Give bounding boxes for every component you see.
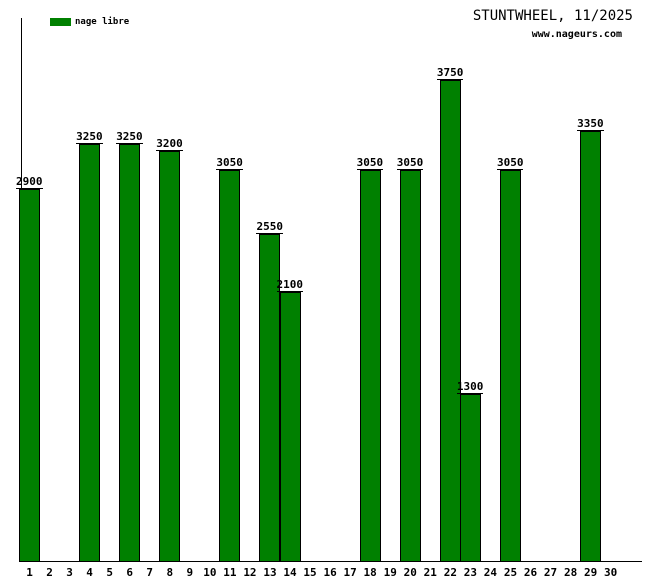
x-tick-label: 3 [66, 566, 73, 579]
bar-day-23 [459, 394, 481, 562]
bar-value-label: 3350 [577, 117, 604, 131]
x-tick-label: 27 [543, 566, 558, 579]
x-tick-label: 24 [483, 566, 498, 579]
bar-day-6 [119, 144, 141, 562]
x-tick-label: 26 [523, 566, 538, 579]
x-tick-label: 20 [403, 566, 417, 579]
x-tick-label: 8 [166, 566, 174, 579]
x-tick-label: 29 [583, 566, 598, 579]
x-tick-label: 6 [126, 566, 133, 579]
bar-day-11 [219, 170, 241, 562]
chart-title: STUNTWHEEL, 11/2025 [472, 8, 633, 24]
bar-value-label: 3050 [356, 156, 384, 170]
x-tick-label: 25 [503, 566, 518, 579]
x-tick-label: 10 [203, 566, 217, 579]
bar-day-29 [580, 131, 602, 562]
x-tick-label: 7 [146, 566, 154, 579]
x-tick-label: 9 [186, 566, 194, 579]
bar-day-18 [359, 170, 381, 562]
bar-day-25 [499, 170, 521, 562]
bar-value-label: 3250 [76, 130, 103, 144]
x-tick-label: 14 [283, 566, 297, 579]
x-tick-label: 30 [604, 566, 618, 579]
legend-label: nage libre [75, 17, 130, 27]
x-tick-label: 1 [26, 566, 33, 579]
bar-value-label: 2100 [276, 278, 304, 292]
x-tick-label: 21 [423, 566, 437, 579]
x-tick-label: 22 [443, 566, 457, 579]
x-tick-label: 23 [463, 566, 477, 579]
x-tick-label: 11 [223, 566, 237, 579]
x-tick-label: 4 [86, 566, 93, 579]
x-tick-label: 28 [563, 566, 578, 579]
bar-day-4 [79, 144, 101, 562]
bar-day-8 [159, 151, 181, 562]
bar-day-14 [279, 292, 301, 562]
bar-day-22 [439, 80, 461, 562]
x-axis-line [21, 561, 642, 562]
x-tick-label: 19 [383, 566, 397, 579]
x-tick-label: 13 [263, 566, 277, 579]
bar-value-label: 3050 [216, 156, 243, 170]
x-tick-label: 17 [343, 566, 357, 579]
x-tick-label: 16 [323, 566, 337, 579]
bar-day-1 [19, 189, 40, 562]
legend-swatch [50, 18, 71, 26]
bar-value-label: 3750 [436, 66, 464, 80]
bar-day-20 [399, 170, 421, 562]
x-tick-label: 2 [46, 566, 53, 579]
bar-value-label: 1300 [456, 380, 484, 394]
bar-value-label: 3250 [116, 130, 143, 144]
bar-value-label: 2900 [16, 175, 43, 189]
x-tick-label: 12 [243, 566, 257, 579]
bar-value-label: 2550 [256, 220, 283, 234]
x-tick-label: 18 [363, 566, 377, 579]
x-tick-label: 5 [106, 566, 113, 579]
bar-value-label: 3050 [496, 156, 524, 170]
bar-value-label: 3200 [156, 137, 183, 151]
bar-value-label: 3050 [396, 156, 424, 170]
x-tick-label: 15 [303, 566, 317, 579]
site-url: www.nageurs.com [531, 29, 622, 40]
